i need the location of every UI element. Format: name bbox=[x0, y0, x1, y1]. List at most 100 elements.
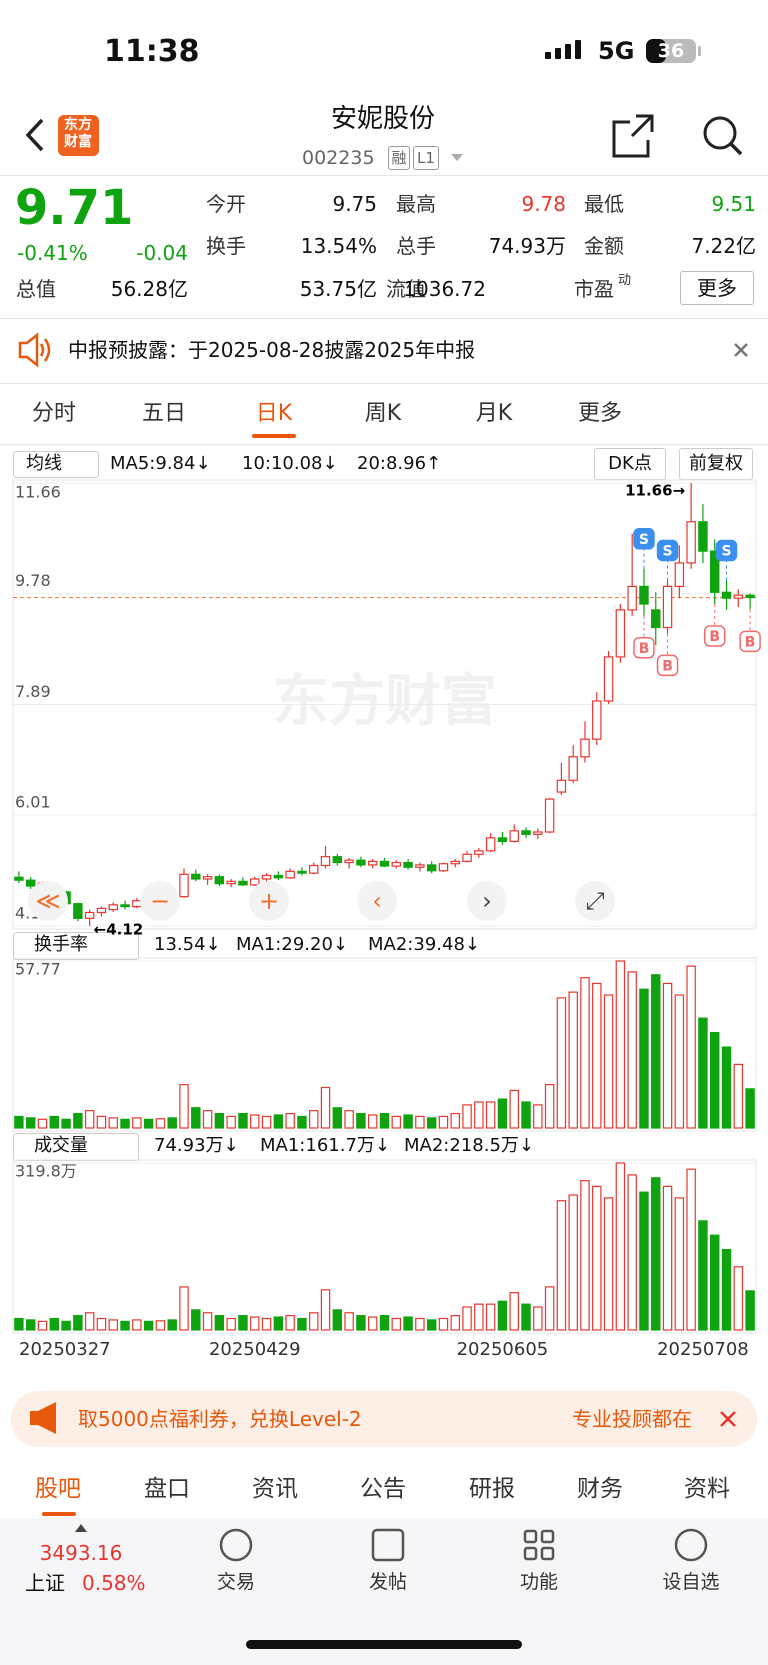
bar bbox=[344, 1312, 354, 1331]
candle-body bbox=[615, 609, 626, 658]
candle-body bbox=[391, 861, 402, 867]
bar bbox=[462, 1306, 472, 1331]
bar bbox=[639, 1191, 649, 1331]
chart-button[interactable] bbox=[357, 881, 397, 921]
bar bbox=[556, 997, 567, 1129]
candle-body bbox=[285, 870, 295, 879]
bar bbox=[25, 1117, 36, 1129]
promo-bar[interactable] bbox=[11, 1391, 757, 1447]
bar bbox=[37, 1118, 48, 1129]
chart-button[interactable] bbox=[467, 881, 507, 921]
share-icon[interactable] bbox=[612, 114, 654, 158]
bottom-tab[interactable]: 公告 bbox=[360, 1476, 406, 1502]
bar bbox=[745, 1290, 755, 1331]
field-value: 9.75 bbox=[332, 192, 377, 216]
ma-legend: MA5:9.84↓ bbox=[110, 453, 211, 474]
candle-body bbox=[96, 907, 107, 914]
index-arrow bbox=[75, 1524, 87, 1532]
x-tick-label: 20250327 bbox=[19, 1339, 111, 1360]
bar bbox=[285, 1315, 295, 1331]
toolbar-item[interactable]: 交易 bbox=[216, 1571, 256, 1593]
bar bbox=[143, 1118, 154, 1129]
tab[interactable]: 五日 bbox=[141, 401, 187, 426]
bar bbox=[497, 1300, 508, 1331]
bar bbox=[733, 1266, 744, 1331]
trade-icon[interactable] bbox=[219, 1528, 253, 1562]
candle-body bbox=[674, 562, 685, 588]
bar bbox=[84, 1312, 95, 1331]
bar bbox=[25, 1319, 36, 1331]
toolbar-item[interactable]: 发帖 bbox=[368, 1571, 408, 1593]
price: 9.71 bbox=[15, 180, 134, 236]
bottom-tab[interactable]: 股吧 bbox=[35, 1476, 81, 1502]
bar bbox=[533, 1104, 543, 1129]
function-icon[interactable] bbox=[523, 1529, 555, 1561]
selector[interactable] bbox=[13, 451, 99, 478]
candle-body bbox=[332, 856, 343, 864]
bottom-tab[interactable]: 研报 bbox=[469, 1476, 515, 1502]
chart-button[interactable] bbox=[575, 881, 615, 921]
ma-legend: 20:8.96↑ bbox=[357, 453, 442, 474]
chart-button[interactable] bbox=[28, 881, 68, 921]
bar bbox=[367, 1114, 378, 1129]
candle-body bbox=[603, 656, 614, 702]
candle-body bbox=[474, 850, 484, 855]
candle-body bbox=[356, 859, 366, 866]
tab[interactable]: 分时 bbox=[31, 401, 77, 426]
candle-body bbox=[261, 874, 272, 880]
bar bbox=[120, 1320, 130, 1331]
bar bbox=[273, 1316, 284, 1331]
more-button[interactable]: 更多 bbox=[680, 271, 754, 305]
bar bbox=[627, 1174, 637, 1331]
watch-icon[interactable] bbox=[674, 1528, 708, 1562]
bar bbox=[438, 1317, 449, 1331]
post-icon[interactable] bbox=[371, 1528, 405, 1562]
bottom-tab[interactable]: 盘口 bbox=[144, 1476, 190, 1502]
toolbar-item[interactable]: 设自选 bbox=[662, 1571, 720, 1593]
candle-body bbox=[651, 609, 661, 629]
charts: 东方财富11.669.787.896.014.1257.77319.8万11.6… bbox=[12, 479, 761, 1360]
close-icon[interactable] bbox=[734, 343, 748, 357]
candle-body bbox=[544, 798, 555, 833]
chart-button[interactable] bbox=[249, 881, 289, 921]
battery-tip bbox=[698, 46, 701, 56]
tab[interactable]: 更多 bbox=[577, 401, 623, 426]
candle-body bbox=[320, 856, 331, 867]
candle-body bbox=[250, 878, 260, 886]
stock-name: 安妮股份 bbox=[330, 104, 436, 134]
tab-underline bbox=[42, 1512, 76, 1516]
volume-ma: MA2:218.5万↓ bbox=[404, 1135, 534, 1156]
bar bbox=[226, 1115, 236, 1129]
chart-button[interactable] bbox=[140, 881, 180, 921]
bar bbox=[143, 1320, 154, 1331]
bottom-tab[interactable]: 资料 bbox=[684, 1476, 730, 1502]
bar bbox=[261, 1317, 272, 1331]
tab[interactable]: 月K bbox=[475, 401, 513, 426]
turnover-current: 13.54↓ bbox=[154, 934, 221, 955]
field-value: 56.28亿 bbox=[110, 277, 188, 301]
bottom-tab[interactable]: 资讯 bbox=[252, 1476, 298, 1502]
bottom-tab[interactable]: 财务 bbox=[577, 1476, 623, 1502]
bar bbox=[155, 1320, 166, 1331]
bar bbox=[320, 1289, 331, 1331]
toolbar-item[interactable]: 功能 bbox=[519, 1571, 559, 1593]
candle-body bbox=[426, 864, 437, 872]
bar bbox=[191, 1309, 201, 1331]
chart-button-icon: ≪ bbox=[35, 887, 60, 915]
selector[interactable] bbox=[13, 932, 139, 960]
dropdown-icon[interactable] bbox=[451, 154, 463, 161]
bar bbox=[273, 1114, 284, 1129]
bar bbox=[379, 1112, 390, 1129]
signal-badge bbox=[703, 625, 726, 647]
stock-code: 002235 bbox=[302, 147, 375, 169]
bar bbox=[521, 1101, 531, 1129]
tab[interactable]: 周K bbox=[364, 401, 402, 426]
tab[interactable]: 日K bbox=[255, 401, 293, 426]
candle-body bbox=[25, 879, 36, 887]
candle-body bbox=[686, 521, 696, 564]
bar bbox=[356, 1112, 366, 1129]
back-icon[interactable] bbox=[25, 118, 44, 152]
candle-body bbox=[238, 880, 248, 886]
promo-close[interactable] bbox=[720, 1411, 736, 1427]
search-icon[interactable] bbox=[703, 116, 737, 150]
